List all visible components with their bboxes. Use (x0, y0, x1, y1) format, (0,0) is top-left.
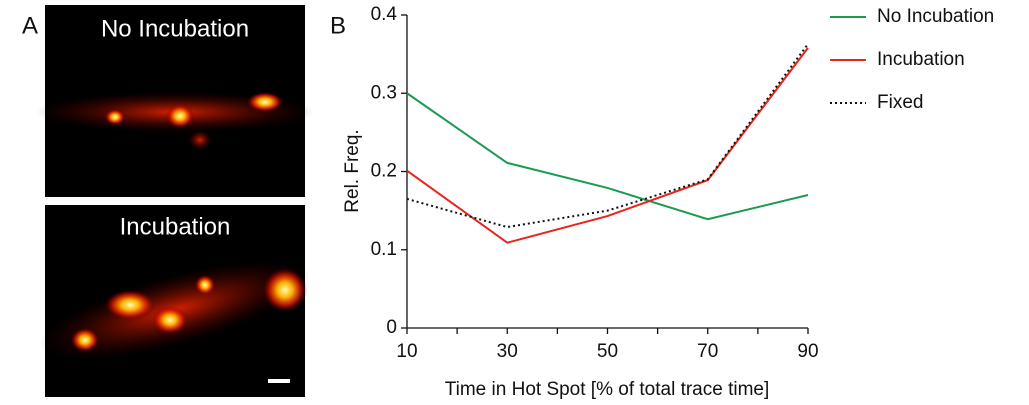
x-tick-label: 50 (597, 341, 618, 362)
image-title: No Incubation (101, 15, 249, 42)
y-tick-label: 0.1 (371, 239, 397, 260)
blob (247, 92, 283, 112)
x-tick-label: 10 (396, 341, 417, 362)
legend-label: Incubation (877, 49, 965, 70)
panel-label: B (330, 12, 346, 39)
data-line (406, 92, 809, 221)
blob (195, 275, 215, 295)
x-tick-label: 70 (697, 341, 718, 362)
y-tick-label: 0.3 (371, 82, 397, 103)
micrograph: Incubation (39, 205, 311, 397)
x-tick-label: 30 (497, 341, 518, 362)
blob (152, 306, 188, 334)
blob (263, 268, 307, 312)
x-tick-label: 90 (797, 341, 818, 362)
y-tick-label: 0.4 (371, 4, 398, 25)
blob (105, 290, 155, 320)
data-line (406, 43, 809, 229)
scale-bar (268, 379, 290, 383)
blob (105, 109, 125, 125)
legend-label: No Incubation (877, 6, 994, 27)
blob (188, 130, 212, 150)
x-axis-title: Time in Hot Spot [% of total trace time] (445, 379, 770, 400)
y-tick-label: 0.2 (371, 161, 397, 182)
y-tick-label: 0 (386, 317, 397, 338)
y-axis-title: Rel. Freq. (342, 129, 363, 212)
panel-label: A (22, 12, 38, 39)
micrograph: No Incubation (35, 5, 315, 197)
blob (166, 104, 194, 128)
image-title: Incubation (120, 213, 231, 240)
data-line (406, 47, 809, 244)
blob (71, 328, 99, 352)
legend-label: Fixed (877, 92, 923, 113)
